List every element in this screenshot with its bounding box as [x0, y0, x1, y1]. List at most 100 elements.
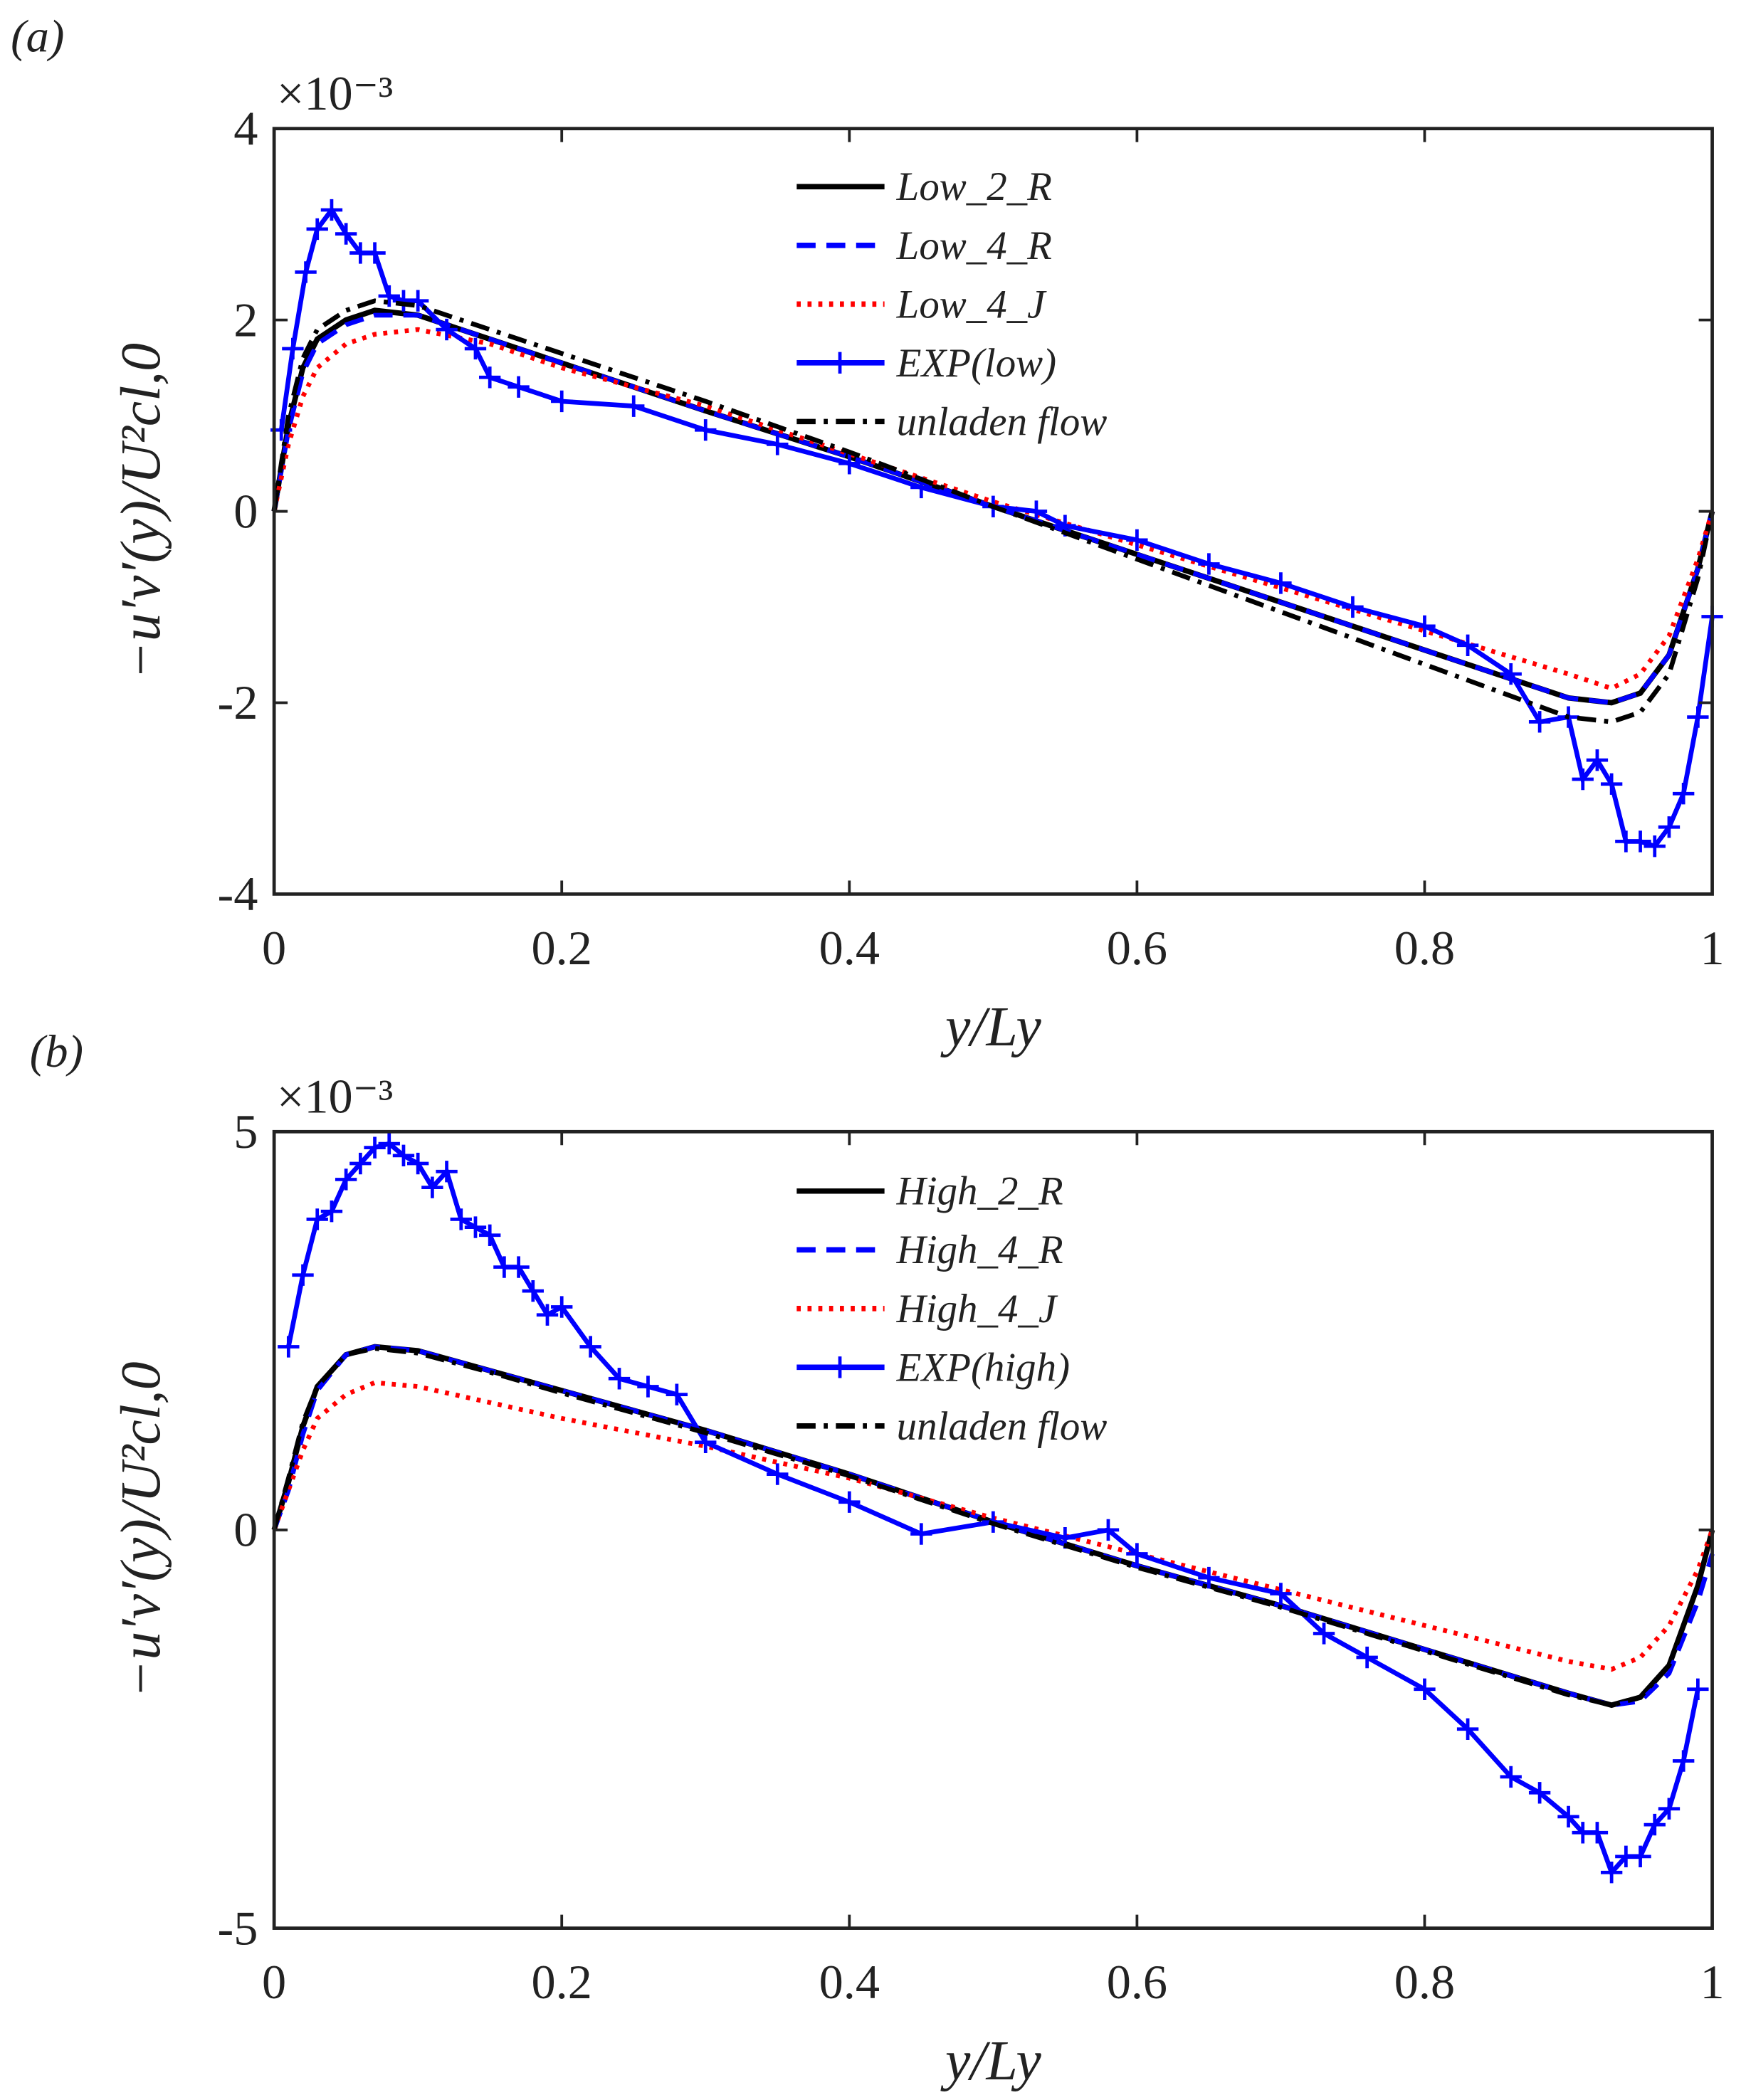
legend-marker: [829, 352, 851, 374]
x-tick-label: 0.2: [532, 1955, 592, 2009]
marker: [479, 366, 501, 389]
marker: [1414, 1678, 1436, 1700]
marker: [1672, 783, 1695, 805]
marker: [335, 1168, 357, 1191]
marker: [364, 242, 386, 264]
marker: [464, 1216, 487, 1238]
marker: [1198, 553, 1220, 575]
marker: [1658, 1798, 1681, 1820]
marker: [1557, 1805, 1579, 1828]
marker: [1313, 1623, 1335, 1645]
x-tick-label: 0.8: [1394, 921, 1455, 975]
legend-label: Low_4_R: [896, 223, 1052, 268]
marker: [1342, 596, 1364, 618]
marker: [1270, 1583, 1292, 1605]
marker: [637, 1376, 659, 1398]
legend-label: Low_4_J: [896, 282, 1047, 327]
marker: [406, 1152, 429, 1175]
marker: [1456, 634, 1479, 656]
legend-label: High_2_R: [896, 1169, 1063, 1214]
marker: [320, 1201, 343, 1223]
marker: [551, 390, 573, 413]
x-tick-label: 0.2: [532, 921, 592, 975]
marker: [508, 1256, 530, 1278]
marker: [292, 1264, 314, 1286]
marker: [1198, 1566, 1220, 1589]
marker: [295, 261, 317, 283]
marker: [1600, 773, 1623, 795]
marker: [1356, 1646, 1378, 1669]
marker: [282, 337, 304, 360]
y-axis-label: −u′v′(y)/U²cl,0: [110, 343, 172, 680]
marker: [1500, 1766, 1522, 1788]
marker: [1687, 1678, 1709, 1700]
legend-label: EXP(high): [896, 1345, 1070, 1390]
x-tick-label: 0.4: [819, 1955, 880, 2009]
series-line: [271, 312, 1715, 705]
legend-label: High_4_R: [896, 1228, 1063, 1272]
marker: [278, 1336, 300, 1358]
panel-label: (a): [11, 11, 64, 62]
marker: [392, 1144, 415, 1167]
marker: [666, 1383, 688, 1405]
axis-multiplier: ×10⁻³: [277, 1070, 393, 1124]
legend-label: unladen flow: [897, 399, 1108, 444]
y-tick-label: 5: [233, 1104, 258, 1159]
x-tick-label: 0: [262, 921, 286, 975]
marker: [436, 318, 458, 341]
marker: [479, 1224, 501, 1246]
marker: [1126, 529, 1148, 552]
marker: [1629, 830, 1651, 853]
marker: [1600, 1862, 1623, 1884]
y-tick-label: -2: [217, 675, 258, 729]
marker: [349, 1152, 372, 1175]
x-axis-label: y/Ly: [940, 2030, 1041, 2092]
marker: [1097, 1519, 1120, 1541]
marker: [1658, 816, 1681, 838]
marker: [1456, 1718, 1479, 1740]
y-tick-label: 4: [233, 101, 258, 155]
x-tick-label: 0.8: [1394, 1955, 1455, 2009]
marker: [623, 395, 645, 417]
marker: [1270, 572, 1292, 594]
marker: [1126, 1543, 1148, 1565]
marker: [1629, 1845, 1651, 1868]
marker: [450, 1208, 472, 1230]
marker: [1528, 1782, 1551, 1804]
marker: [1025, 500, 1048, 522]
marker: [1672, 1750, 1695, 1772]
marker: [522, 1279, 544, 1302]
marker: [767, 433, 789, 455]
marker: [306, 1208, 328, 1230]
marker: [551, 1296, 573, 1318]
legend-label: unladen flow: [897, 1404, 1108, 1449]
marker: [364, 1136, 386, 1159]
x-tick-label: 0.6: [1107, 921, 1167, 975]
marker: [1586, 1822, 1609, 1844]
marker: [421, 1176, 443, 1198]
x-tick-label: 1: [1700, 1955, 1725, 2009]
marker: [608, 1368, 631, 1390]
marker: [1528, 711, 1551, 733]
series-line: [271, 1346, 1715, 1708]
panel-label: (b): [30, 1026, 83, 1077]
chart-panel: (a) ×10⁻³ 0 0.2 0.4 0.6 0.8 1 -4 -2 0 2 4 y/Ly −u′v′(y…: [11, 11, 1724, 1058]
marker: [1500, 663, 1522, 685]
series-line: [271, 298, 1715, 724]
legend-label: EXP(low): [896, 341, 1056, 386]
marker: [838, 453, 861, 475]
marker: [1414, 615, 1436, 638]
series-line: [271, 327, 1715, 691]
marker: [335, 223, 357, 245]
marker: [1586, 749, 1609, 771]
marker: [910, 1523, 932, 1545]
marker: [1644, 835, 1666, 858]
legend: High_2_R High_4_R High_4_J EXP(high) unladen…: [796, 1169, 1107, 1449]
y-tick-label: 0: [233, 1503, 258, 1557]
y-tick-label: 0: [233, 484, 258, 538]
marker: [406, 290, 429, 312]
legend-label: High_4_J: [896, 1287, 1058, 1331]
marker: [1572, 768, 1594, 791]
